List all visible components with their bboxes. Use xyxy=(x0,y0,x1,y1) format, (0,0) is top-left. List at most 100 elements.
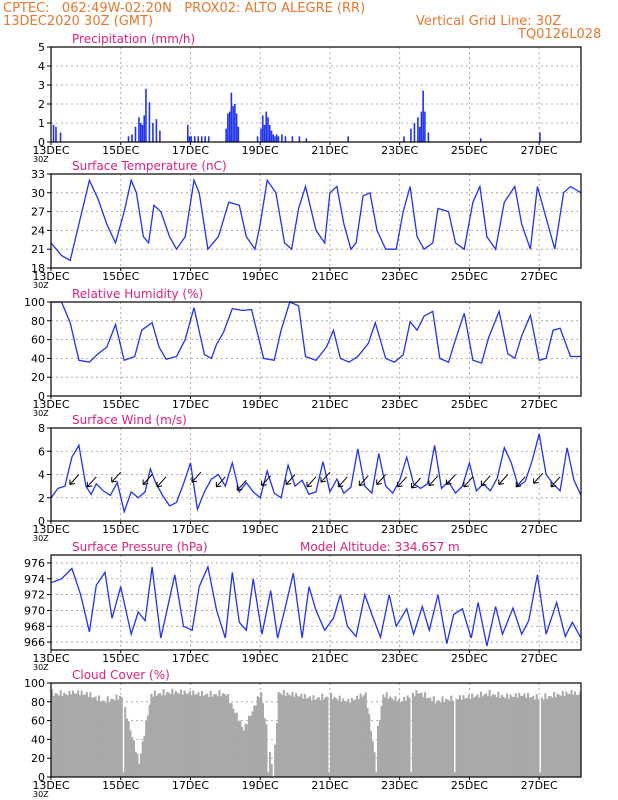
cloud-bar xyxy=(425,698,428,777)
wind-arrow-head xyxy=(445,479,452,485)
precip-ytick-label: 1 xyxy=(38,117,45,130)
cloud-bar xyxy=(176,692,179,777)
cloud-bar xyxy=(136,753,139,777)
precip-bar xyxy=(268,124,271,142)
cloud-bar xyxy=(265,724,268,777)
cloud-bar xyxy=(387,698,390,777)
cloud-bar xyxy=(448,700,451,777)
precip-bar xyxy=(230,92,233,142)
precip-bar xyxy=(139,123,142,142)
pres-xtick-label: 21DEC xyxy=(311,652,348,665)
temp-xtick-label: 13DEC xyxy=(32,270,69,283)
cloud-bar xyxy=(305,698,308,777)
cloud-bar xyxy=(375,772,378,777)
cloud-bar xyxy=(530,697,533,777)
precip-bar xyxy=(52,124,55,142)
cloud-bar xyxy=(544,693,547,777)
pres-ytick-label: 966 xyxy=(24,636,45,649)
cloud-bar xyxy=(340,701,343,777)
cloud-bar xyxy=(139,753,142,777)
precip-bar xyxy=(145,88,147,142)
cloud-bar xyxy=(350,697,353,777)
cloud-bar xyxy=(370,731,373,777)
cloud-bar xyxy=(457,699,460,777)
temp-xtick-label: 21DEC xyxy=(311,270,348,283)
cloud-bar xyxy=(574,691,577,777)
cloud-xtick-label: 15DEC xyxy=(102,779,139,792)
cloud-bar xyxy=(401,701,404,777)
cloud-bar xyxy=(284,695,287,777)
cloud-bar xyxy=(385,692,388,777)
cloud-bar xyxy=(356,695,359,777)
cloud-bar xyxy=(478,697,481,777)
cloud-bar xyxy=(403,696,406,777)
wind-arrow xyxy=(411,477,421,489)
cloud-bar xyxy=(289,695,292,777)
wind-arrow xyxy=(261,475,272,486)
cloud-bar xyxy=(561,690,564,777)
cloud-bar xyxy=(380,706,383,777)
cloud-bar xyxy=(521,695,524,777)
cloud-bar xyxy=(378,720,381,777)
precip-bar xyxy=(261,115,264,142)
wind-arrow xyxy=(142,474,153,485)
wind-arrow-head xyxy=(550,481,557,488)
cloud-bar xyxy=(183,690,186,777)
cloud-ytick-label: 80 xyxy=(31,696,45,709)
wind-arrow xyxy=(306,476,317,488)
cloud-bar xyxy=(556,693,559,777)
precip-frame xyxy=(50,46,582,143)
rh-ytick-label: 20 xyxy=(31,371,45,384)
cloud-bar xyxy=(343,701,346,777)
run-date-label: 13DEC2020 30Z (GMT) xyxy=(3,14,154,29)
cloud-bar xyxy=(256,696,259,777)
wind-arrow xyxy=(533,473,544,484)
wind-arrow xyxy=(463,476,474,488)
wind-arrow-head xyxy=(428,480,435,487)
precip-bar xyxy=(59,132,62,142)
cloud-bar xyxy=(528,697,531,777)
precip-bar xyxy=(188,136,191,142)
cloud-bar xyxy=(286,692,289,777)
temp-ytick-label: 18 xyxy=(31,262,45,275)
cloud-bar xyxy=(195,694,198,777)
wind-arrow-head xyxy=(320,477,327,483)
cloud-bar xyxy=(499,697,502,777)
wind-arrow-head xyxy=(463,481,470,488)
precip-bar xyxy=(148,102,151,142)
cloud-bar xyxy=(500,695,503,777)
cloud-bar xyxy=(64,694,67,777)
wind-xtick-label: 27DEC xyxy=(521,523,558,536)
precip-xtick-label: 23DEC xyxy=(381,144,418,157)
wind-arrow xyxy=(446,474,456,485)
precip-bar xyxy=(143,115,146,142)
precip-bar xyxy=(427,132,430,142)
temp-frame xyxy=(50,173,582,269)
cloud-bar xyxy=(117,699,120,777)
cloud-bar xyxy=(87,696,90,777)
cloud-bar xyxy=(443,702,446,777)
cloud-bar xyxy=(57,695,61,777)
cloud-bar xyxy=(230,703,233,777)
cloud-bar xyxy=(75,693,78,777)
rh-xtick-label: 23DEC xyxy=(381,398,418,411)
cloud-bar xyxy=(220,696,223,777)
cloud-bar xyxy=(153,690,156,777)
cloud-bar xyxy=(193,694,197,777)
precip-bar xyxy=(200,136,203,142)
wind-arrow xyxy=(428,475,439,486)
cloud-bar xyxy=(249,715,252,777)
wind-arrow-head xyxy=(285,479,292,485)
cloud-xtick-label: 19DEC xyxy=(242,779,279,792)
cloud-bar xyxy=(546,699,549,777)
precip-bar xyxy=(197,136,200,142)
precip-bar xyxy=(539,132,541,142)
cloud-bar xyxy=(291,691,294,777)
cloud-bar xyxy=(394,696,397,777)
cloud-bar xyxy=(317,697,320,777)
cloud-bar xyxy=(253,705,256,777)
cloud-bar xyxy=(568,694,571,777)
cloud-bar xyxy=(377,725,380,777)
wind-arrow xyxy=(215,476,226,488)
cloud-bar xyxy=(188,690,191,777)
